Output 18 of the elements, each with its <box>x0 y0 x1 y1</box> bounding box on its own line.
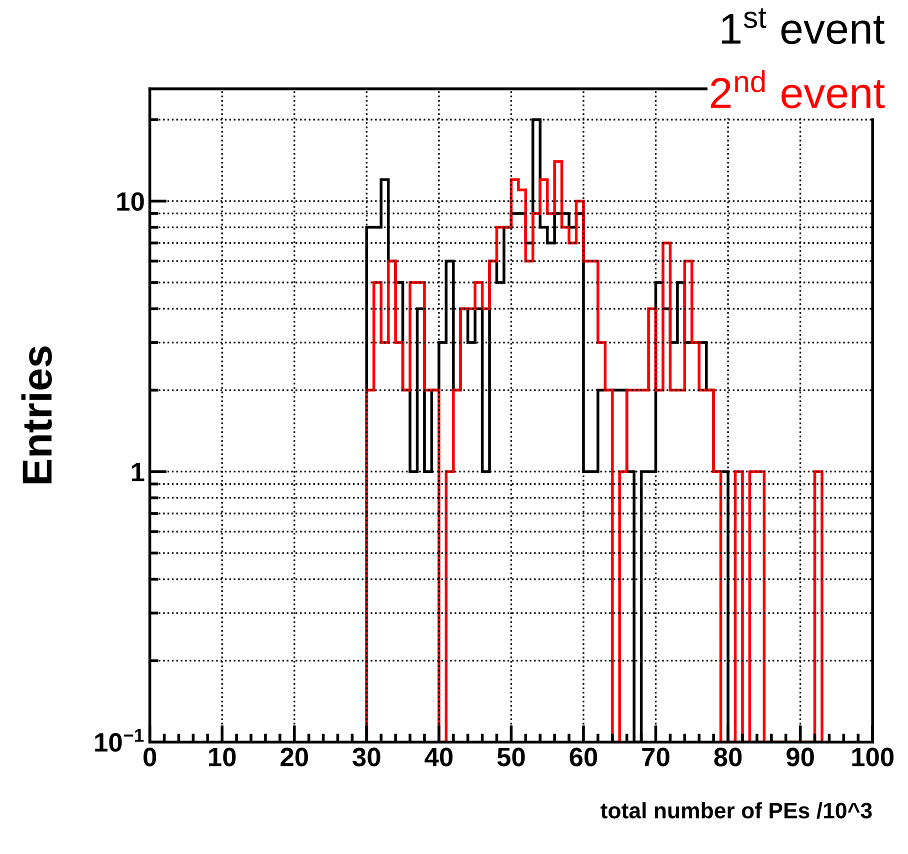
y-tick-label: 10$^{−1}$ <box>95 728 144 752</box>
y-axis-title: Entries <box>21 346 52 484</box>
x-tick-label: 80 <box>714 748 742 766</box>
x-tick-label: 20 <box>280 748 308 766</box>
x-axis-title: total number of PEs /10^3 <box>600 802 872 819</box>
x-tick-label: 0 <box>144 748 156 766</box>
x-tick-label: 30 <box>352 748 380 766</box>
x-tick-label: 60 <box>570 748 598 766</box>
x-tick-label: 50 <box>497 748 525 766</box>
x-tick-label: 70 <box>642 748 670 766</box>
text: 2$^{nd}$ event <box>710 70 885 108</box>
x-tick-label: 90 <box>786 748 814 766</box>
x-tick-label: 40 <box>424 748 453 766</box>
text: 1$^{st}$ event <box>722 8 885 44</box>
y-tick-label: 10 <box>117 192 144 211</box>
x-tick-label: 100 <box>852 748 894 766</box>
y-tick-label: 1 <box>132 463 144 482</box>
x-tick-label: 10 <box>209 748 236 766</box>
